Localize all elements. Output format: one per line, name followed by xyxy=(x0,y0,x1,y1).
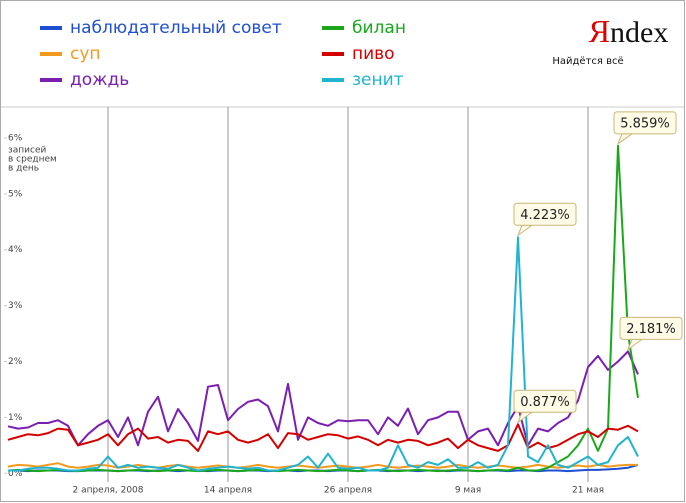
value-callout: 0.877% xyxy=(513,389,577,424)
legend-label: наблюдательный совет xyxy=(70,18,282,38)
y-tick-label: 1% xyxy=(8,413,23,423)
value-label: 0.877% xyxy=(520,395,570,410)
series-line xyxy=(7,350,639,447)
x-tick-label: 2 апреля, 2008 xyxy=(72,486,143,496)
y-tick-label: 0% xyxy=(8,469,23,479)
value-callout: 4.223% xyxy=(513,202,577,237)
callout-box xyxy=(619,316,683,340)
value-label: 4.223% xyxy=(520,208,570,223)
logo-rest: ndex xyxy=(610,16,668,49)
y-tick-label: 3% xyxy=(8,301,23,311)
legend-label: зенит xyxy=(352,70,404,90)
y-tick-label: 5% xyxy=(8,189,23,199)
legend-label: билан xyxy=(352,18,406,38)
series-line xyxy=(7,423,639,452)
series-line xyxy=(7,462,638,469)
y-axis-label: в день xyxy=(8,163,39,173)
value-label: 5.859% xyxy=(620,116,670,131)
series-line xyxy=(7,144,639,473)
logo-slogan: Найдётся всё xyxy=(552,56,623,67)
y-tick-label: 2% xyxy=(8,357,23,367)
callout-box xyxy=(513,389,577,413)
callout-box xyxy=(513,202,577,226)
logo-mark: Я xyxy=(589,13,610,49)
y-axis-label: в среднем xyxy=(8,154,57,164)
y-axis-label: записей xyxy=(8,145,47,155)
x-tick-label: 26 апреля xyxy=(324,486,372,496)
series-line xyxy=(8,236,639,472)
value-callout: 5.859% xyxy=(613,111,677,146)
y-tick-label: 4% xyxy=(8,245,23,255)
value-label: 2.181% xyxy=(626,322,676,337)
value-callout: 2.181% xyxy=(619,316,683,351)
legend-label: дождь xyxy=(70,70,129,90)
callout-box xyxy=(613,111,677,135)
x-tick-label: 21 мая xyxy=(572,486,604,496)
x-tick-label: 9 мая xyxy=(455,486,481,496)
x-tick-label: 14 апреля xyxy=(204,486,252,496)
y-tick-label: 6% xyxy=(8,133,23,143)
legend-label: суп xyxy=(70,44,101,64)
legend-label: пиво xyxy=(352,44,395,64)
